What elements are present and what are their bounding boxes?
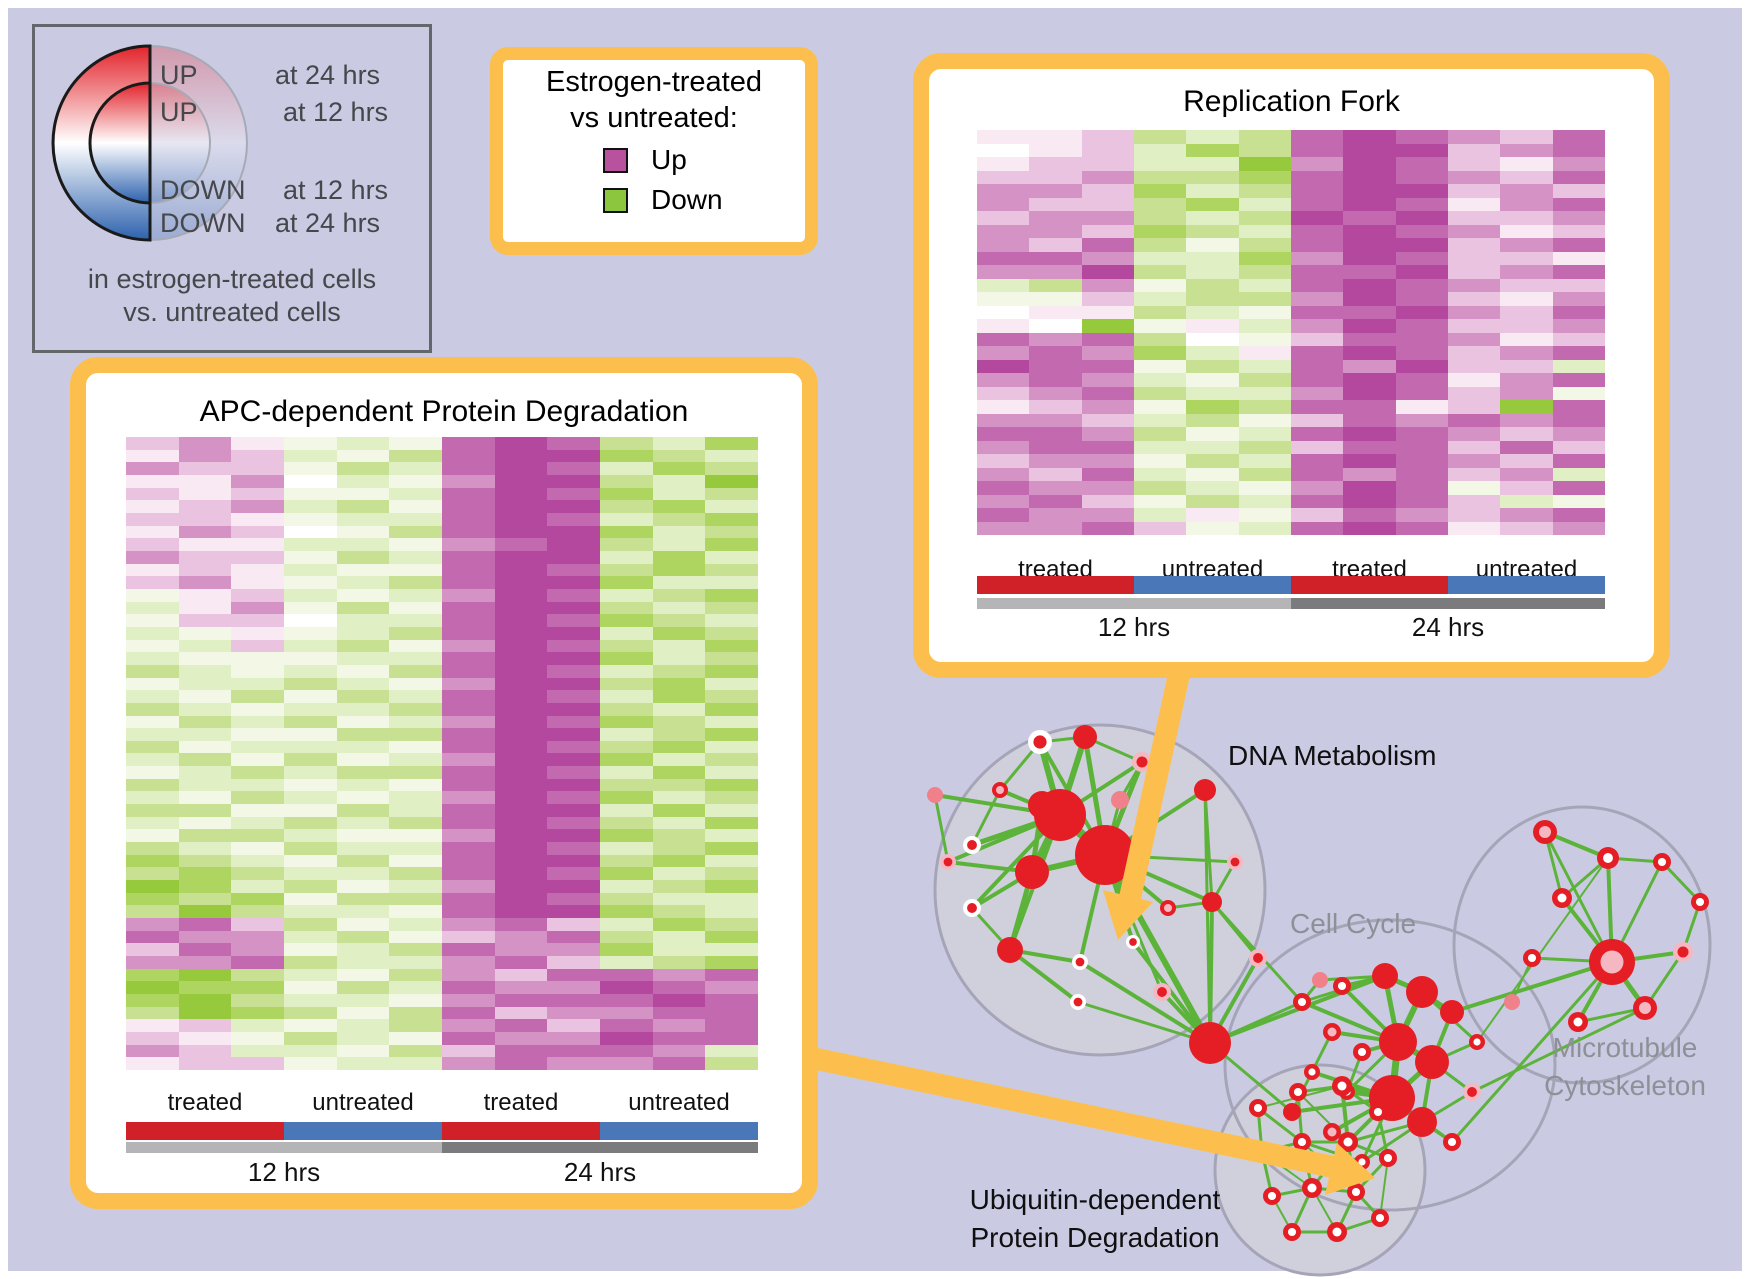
rf-timebar-12hrs — [977, 598, 1291, 609]
key-time-24a: at 24 hrs — [275, 60, 381, 90]
apc-time-label-24: 24 hrs — [563, 1157, 637, 1187]
rf-panel-title: Replication Fork — [1183, 85, 1400, 118]
up-swatch — [603, 148, 628, 173]
down-swatch — [603, 188, 628, 213]
key-dir-up-24: UP — [160, 60, 198, 90]
apc-condition-bar — [126, 1122, 758, 1140]
rf-bar-treated-24 — [1291, 576, 1448, 594]
key-dir-down-12: DOWN — [160, 175, 246, 205]
apc-time-bar — [126, 1142, 758, 1153]
key-dir-up-12: UP — [160, 97, 198, 127]
down-label: Down — [651, 184, 723, 215]
legend-title-line1: Estrogen-treated — [545, 66, 762, 98]
apc-heatmap — [126, 437, 759, 1070]
apc-timebar-12hrs — [126, 1142, 442, 1153]
updown-legend: Estrogen-treated vs untreated: Up Down — [490, 47, 818, 255]
apc-group-3: treated — [483, 1089, 559, 1116]
apc-bar-treated-24 — [442, 1122, 600, 1140]
replication-fork-panel: Replication Fork treated untreated treat… — [913, 53, 1670, 678]
apc-group-2: untreated — [312, 1089, 414, 1116]
key-dir-down-24: DOWN — [160, 208, 246, 238]
apc-group-1: treated — [167, 1089, 243, 1116]
apc-panel-title: APC-dependent Protein Degradation — [199, 395, 689, 428]
apc-panel: APC-dependent Protein Degradation treate… — [70, 357, 818, 1209]
updown-gradient-circle — [51, 44, 248, 242]
cluster-label-ubiquitin-line2: Protein Degradation — [970, 1222, 1220, 1253]
apc-bar-treated-12 — [126, 1122, 284, 1140]
key-time-24b: at 24 hrs — [275, 208, 381, 238]
cluster-label-microtubule: Microtubule — [1552, 1032, 1698, 1063]
rf-time-label-12: 12 hrs — [1097, 612, 1171, 642]
legend-title-line2: vs untreated: — [570, 102, 738, 134]
rf-bar-untreated-12 — [1134, 576, 1291, 594]
cluster-label-cytoskeleton: Cytoskeleton — [1544, 1070, 1706, 1101]
rf-bar-untreated-24 — [1448, 576, 1605, 594]
color-key-box: UP at 24 hrs UP at 12 hrs DOWN at 12 hrs… — [32, 24, 432, 353]
rf-time-bar — [977, 598, 1605, 609]
rf-heatmap — [977, 130, 1605, 535]
rf-bar-treated-12 — [977, 576, 1134, 594]
cluster-label-dna-metabolism: DNA Metabolism — [1228, 740, 1437, 771]
key-caption-line2: vs. untreated cells — [123, 297, 341, 327]
rf-timebar-24hrs — [1291, 598, 1605, 609]
key-caption-line1: in estrogen-treated cells — [87, 264, 377, 294]
up-label: Up — [651, 144, 687, 175]
key-time-12a: at 12 hrs — [283, 97, 389, 127]
rf-time-label-24: 24 hrs — [1411, 612, 1485, 642]
apc-bar-untreated-12 — [284, 1122, 442, 1140]
apc-bar-untreated-24 — [600, 1122, 758, 1140]
apc-timebar-24hrs — [442, 1142, 758, 1153]
rf-condition-bar — [977, 576, 1605, 594]
key-time-12b: at 12 hrs — [283, 175, 389, 205]
cluster-label-ubiquitin-line1: Ubiquitin-dependent — [969, 1184, 1221, 1215]
cluster-label-cell-cycle: Cell Cycle — [1290, 908, 1417, 939]
apc-group-4: untreated — [628, 1089, 730, 1116]
apc-time-label-12: 12 hrs — [247, 1157, 321, 1187]
